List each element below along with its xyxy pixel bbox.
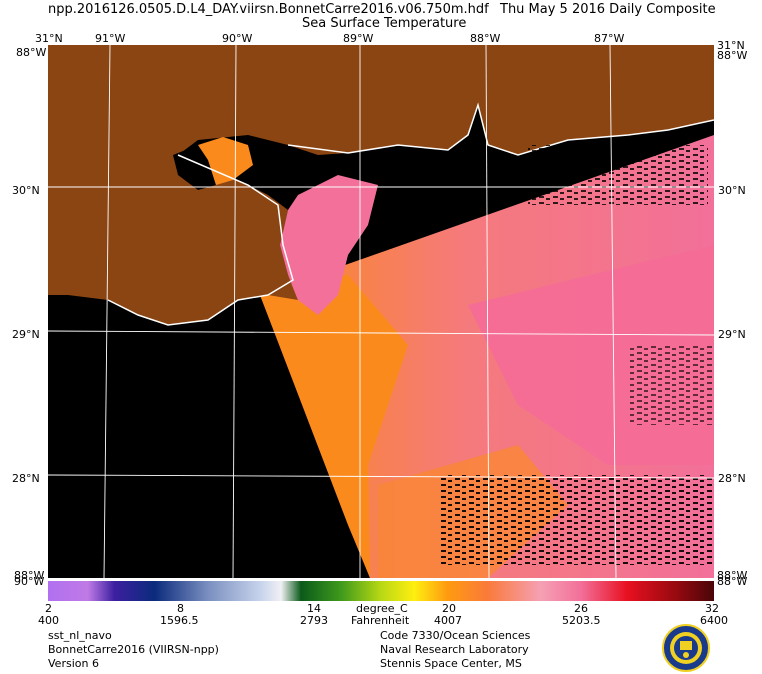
warm-plume-area — [260, 275, 408, 578]
corner-label-left-bottom: 88°W — [14, 569, 45, 582]
footer-lab: Naval Research Laboratory — [380, 643, 529, 656]
file-name-title: npp.2016126.0505.D.L4_DAY.viirsn.BonnetC… — [48, 2, 489, 17]
cloud-speckle-ne — [528, 145, 708, 205]
lon-label-top-88w: 88°W — [470, 32, 501, 45]
cbar-tick-f-1596: 1596.5 — [160, 614, 199, 627]
corner-label-right-bottom: 88°W — [717, 569, 748, 582]
graticule — [48, 45, 714, 578]
lat-label-left-29n: 29°N — [12, 328, 40, 341]
nrl-seal-icon — [662, 624, 710, 672]
sst-map — [48, 45, 714, 578]
cbar-tick-c-26: 26 — [574, 602, 588, 615]
product-title: Sea Surface Temperature — [302, 16, 467, 31]
footer-region: BonnetCarre2016 (VIIRSN-npp) — [48, 643, 219, 656]
cbar-tick-f-2793: 2793 — [300, 614, 328, 627]
corner-label-top-right: 31°N — [717, 39, 745, 52]
footer-code: Code 7330/Ocean Sciences — [380, 629, 531, 642]
lat-label-left-30n: 30°N — [12, 184, 40, 197]
sea-surface-area — [260, 135, 714, 578]
lat-label-left-28n: 28°N — [12, 472, 40, 485]
cbar-tick-c-32: 32 — [705, 602, 719, 615]
footer-algorithm: sst_nl_navo — [48, 629, 112, 642]
land-area — [48, 45, 714, 325]
corner-label-bottom-left: 90°W — [14, 575, 45, 588]
lon-label-top-87w: 87°W — [594, 32, 625, 45]
lon-label-top-90w: 90°W — [222, 32, 253, 45]
footer-version: Version 6 — [48, 657, 99, 670]
cbar-unit-celsius: degree_C — [356, 602, 408, 615]
cloud-speckle-se — [438, 475, 714, 565]
cbar-tick-f-400: 400 — [38, 614, 59, 627]
corner-label-top-left: 31°N — [35, 32, 63, 45]
lat-label-right-28n: 28°N — [718, 472, 746, 485]
corner-label-left-top: 88°W — [16, 46, 47, 59]
corner-label-right-top: 88°W — [717, 49, 748, 62]
cbar-tick-c-20: 20 — [442, 602, 456, 615]
delta-land — [280, 175, 378, 315]
footer-location: Stennis Space Center, MS — [380, 657, 522, 670]
lon-label-top-89w: 89°W — [343, 32, 374, 45]
coastline-east — [287, 102, 714, 156]
lat-label-right-29n: 29°N — [718, 328, 746, 341]
cbar-unit-fahrenheit: Fahrenheit — [351, 614, 410, 627]
corner-label-bottom-right: 88°W — [717, 575, 748, 588]
lake-sst — [198, 137, 253, 185]
lon-label-top-91w: 91°W — [95, 32, 126, 45]
cbar-tick-f-4007: 4007 — [434, 614, 462, 627]
cbar-tick-c-2: 2 — [45, 602, 52, 615]
lake-area — [173, 145, 216, 190]
coastline — [107, 154, 294, 326]
cbar-tick-c-8: 8 — [177, 602, 184, 615]
cloud-speckle-e — [628, 345, 714, 425]
cbar-tick-f-5203: 5203.5 — [562, 614, 601, 627]
temperature-colorbar — [48, 581, 714, 601]
cbar-tick-f-6400: 6400 — [700, 614, 728, 627]
lat-label-right-30n: 30°N — [718, 184, 746, 197]
composite-date: Thu May 5 2016 Daily Composite — [500, 2, 716, 17]
cbar-tick-c-14: 14 — [307, 602, 321, 615]
